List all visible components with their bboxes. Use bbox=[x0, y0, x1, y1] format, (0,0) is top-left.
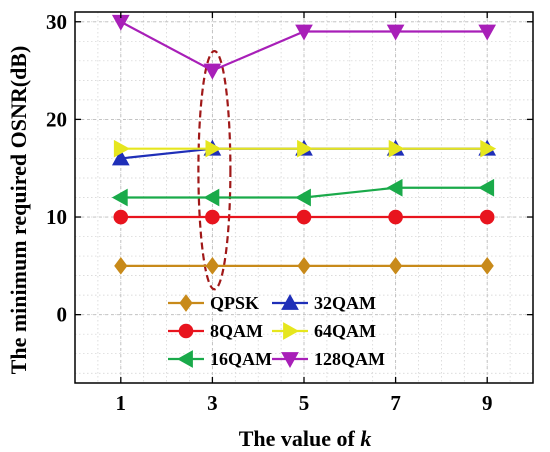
data-point-32qam bbox=[111, 149, 130, 166]
x-tick-label: 7 bbox=[390, 391, 401, 415]
legend-item-64qam: 64QAM bbox=[272, 321, 376, 341]
legend-label-qpsk: QPSK bbox=[210, 293, 259, 313]
legend-item-128qam: 128QAM bbox=[272, 349, 385, 369]
series-8qam bbox=[113, 209, 495, 225]
data-point-16qam bbox=[111, 188, 128, 207]
data-point-16qam bbox=[386, 178, 403, 197]
legend-label-8qam: 8QAM bbox=[210, 321, 263, 341]
data-point-16qam bbox=[203, 188, 220, 207]
data-point-64qam bbox=[113, 139, 130, 158]
data-point-qpsk bbox=[114, 257, 128, 275]
y-tick-label: 10 bbox=[46, 205, 67, 229]
data-point-16qam bbox=[478, 178, 495, 197]
data-point-64qam bbox=[388, 139, 405, 158]
data-point-64qam bbox=[205, 139, 222, 158]
data-point-128qam bbox=[478, 24, 497, 41]
data-point-128qam bbox=[295, 24, 313, 41]
series-128qam bbox=[111, 14, 497, 80]
legend-marker-8qam bbox=[178, 323, 194, 339]
x-axis-label: The value of k bbox=[239, 426, 372, 451]
x-tick-label: 3 bbox=[207, 391, 218, 415]
legend-label-16qam: 16QAM bbox=[210, 349, 272, 369]
legend-label-64qam: 64QAM bbox=[314, 321, 376, 341]
y-tick-label: 20 bbox=[46, 107, 67, 131]
legend-item-8qam: 8QAM bbox=[168, 321, 263, 341]
legend-marker-64qam bbox=[283, 322, 300, 340]
x-axis-label-text: The value of bbox=[239, 426, 361, 451]
highlight-ellipse bbox=[197, 49, 232, 291]
x-tick-label: 1 bbox=[116, 391, 127, 415]
y-tick-label: 30 bbox=[46, 10, 67, 34]
data-point-qpsk bbox=[205, 257, 220, 275]
x-tick-label: 9 bbox=[482, 391, 493, 415]
legend-marker-16qam bbox=[176, 350, 193, 368]
legend-item-16qam: 16QAM bbox=[168, 349, 272, 369]
series-16qam bbox=[111, 178, 495, 207]
data-point-128qam bbox=[386, 24, 405, 41]
data-point-64qam bbox=[297, 139, 314, 158]
data-point-qpsk bbox=[480, 257, 494, 275]
data-point-16qam bbox=[294, 188, 311, 207]
y-tick-label: 0 bbox=[57, 303, 68, 327]
y-axis-label: The minimum required OSNR(dB) bbox=[6, 46, 31, 375]
data-point-qpsk bbox=[297, 257, 311, 275]
data-point-8qam bbox=[479, 209, 495, 225]
series-qpsk bbox=[114, 257, 494, 275]
x-tick-label: 5 bbox=[299, 391, 310, 415]
legend-marker-qpsk bbox=[179, 294, 193, 312]
x-axis-label-variable: k bbox=[360, 426, 371, 451]
legend-item-32qam: 32QAM bbox=[272, 293, 376, 313]
data-point-64qam bbox=[480, 139, 497, 158]
data-point-8qam bbox=[113, 209, 129, 225]
legend-marker-128qam bbox=[281, 352, 299, 369]
legend-marker-32qam bbox=[281, 293, 299, 310]
data-point-8qam bbox=[296, 209, 312, 225]
data-point-qpsk bbox=[388, 257, 403, 275]
data-point-8qam bbox=[388, 209, 403, 225]
data-point-128qam bbox=[203, 63, 222, 80]
legend-label-128qam: 128QAM bbox=[314, 349, 385, 369]
legend-label-32qam: 32QAM bbox=[314, 293, 376, 313]
data-point-8qam bbox=[205, 209, 220, 225]
series-64qam bbox=[113, 139, 497, 158]
legend-item-qpsk: QPSK bbox=[168, 293, 259, 313]
